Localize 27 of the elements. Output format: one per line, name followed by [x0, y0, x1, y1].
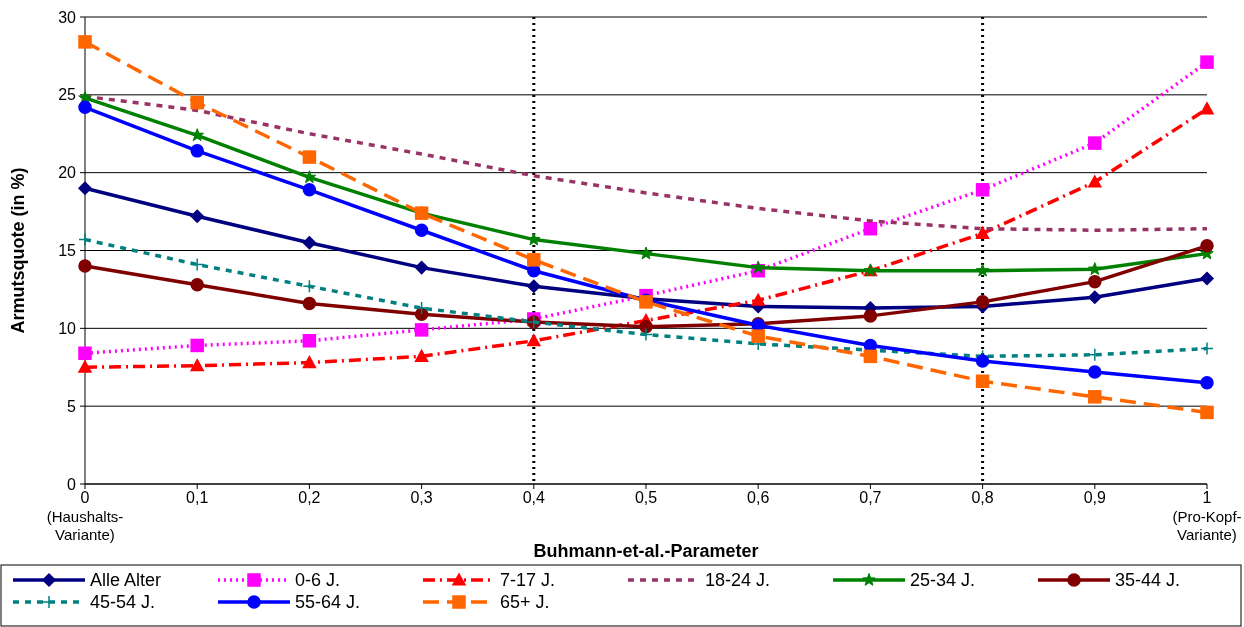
- legend-label: 0-6 J.: [295, 570, 341, 591]
- legend-label: 65+ J.: [500, 592, 550, 613]
- x-tick-label: 0,1: [186, 489, 209, 506]
- x-tick-label: 1 (Pro-Kopf- Variante): [1172, 489, 1242, 543]
- y-tick-label: 5: [67, 397, 77, 415]
- y-tick-label: 10: [58, 319, 77, 337]
- x-tick-label: 0,8: [971, 489, 994, 506]
- y-tick-label: 30: [58, 8, 77, 26]
- y-axis-title: Armutsquote (in %): [8, 167, 28, 334]
- x-tick-label: 0,3: [410, 489, 433, 506]
- y-tick-label: 25: [58, 86, 77, 104]
- legend-label: 18-24 J.: [705, 570, 771, 591]
- x-tick-label: 0,7: [859, 489, 882, 506]
- legend-label: 7-17 J.: [500, 570, 556, 591]
- legend-label: 25-34 J.: [910, 570, 976, 591]
- x-axis-title: Buhmann-et-al.-Parameter: [533, 541, 759, 561]
- legend-label: 35-44 J.: [1115, 570, 1181, 591]
- legend-label: 55-64 J.: [295, 592, 361, 613]
- x-tick-label: 0,5: [634, 489, 658, 506]
- x-tick-label: 0,2: [298, 489, 321, 506]
- y-tick-label: 15: [58, 242, 77, 260]
- x-tick-label: 0,9: [1083, 489, 1107, 506]
- legend-label: 45-54 J.: [90, 592, 156, 613]
- x-tick-label: 0,4: [522, 489, 546, 506]
- y-tick-label: 20: [58, 164, 77, 182]
- x-tick-label: 0,6: [747, 489, 770, 506]
- legend-label: Alle Alter: [90, 570, 162, 591]
